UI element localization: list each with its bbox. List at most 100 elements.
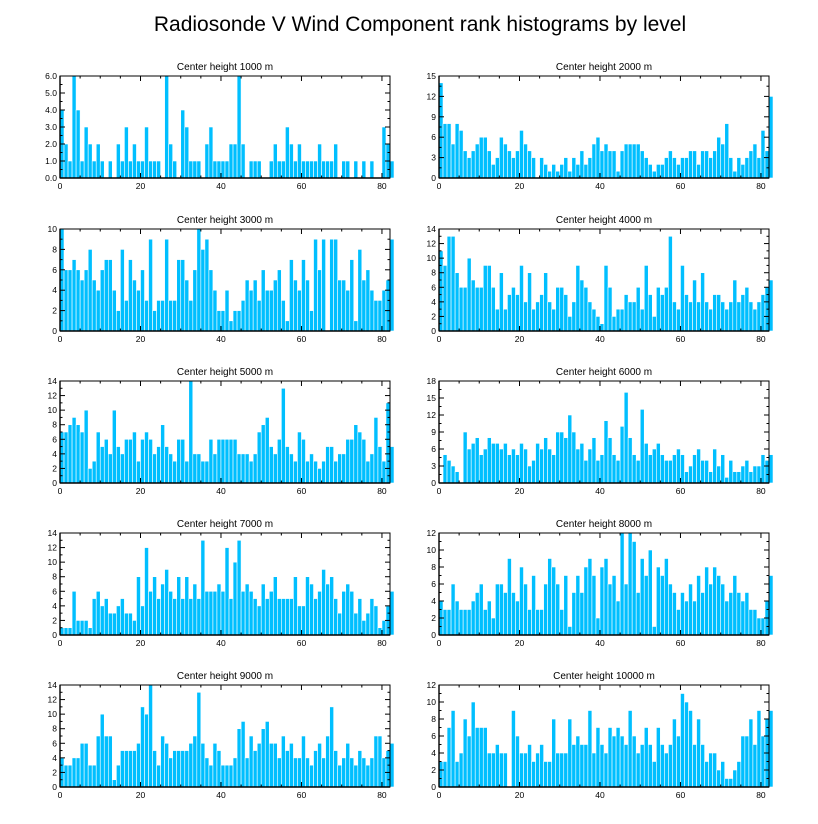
histogram-bar (611, 454, 617, 484)
histogram-bar (688, 465, 693, 484)
histogram-bar (708, 471, 713, 484)
y-tick-label: 6 (52, 738, 57, 748)
histogram-bar (99, 269, 105, 332)
histogram-bar (647, 454, 653, 484)
histogram-bar (728, 460, 734, 484)
histogram-bar (591, 752, 597, 788)
histogram-bar (668, 744, 673, 788)
histogram-bar (277, 269, 282, 332)
histogram-bar (664, 460, 669, 484)
x-tick-label: 80 (377, 790, 387, 800)
histogram-bar (168, 590, 173, 636)
histogram-bar (232, 310, 238, 332)
histogram-bar (736, 592, 742, 636)
histogram-bar (458, 286, 464, 332)
histogram-bar (184, 576, 190, 636)
histogram-bar (607, 150, 613, 179)
histogram-bar (567, 170, 573, 179)
histogram-bar (329, 576, 334, 636)
histogram-bar (724, 308, 730, 332)
histogram-bar (293, 279, 298, 332)
y-tick-label: 1.0 (45, 156, 57, 166)
histogram-bar (204, 590, 210, 636)
histogram-bar (712, 294, 717, 332)
y-tick-label: 14 (427, 224, 437, 234)
histogram-bar (696, 575, 701, 636)
histogram-bar (611, 316, 617, 332)
y-tick-label: 8 (52, 572, 57, 582)
histogram-bar (768, 96, 774, 179)
histogram-bar (103, 438, 109, 484)
histogram-bar (285, 750, 290, 788)
histogram-bar (369, 757, 375, 788)
histogram-bar (341, 757, 347, 788)
histogram-bar (692, 279, 697, 332)
y-tick-label: 14 (48, 528, 58, 538)
histogram-bar (281, 387, 286, 484)
histogram-bar (688, 301, 693, 332)
histogram-bar (268, 289, 274, 332)
histogram-bar (599, 566, 605, 636)
histogram-bar (603, 752, 609, 788)
histogram-bar (571, 744, 577, 788)
histogram-bar (160, 300, 165, 332)
histogram-bar (696, 448, 701, 484)
histogram-bar (313, 750, 318, 788)
histogram-bar (599, 323, 605, 332)
x-tick-label: 60 (297, 181, 307, 191)
histogram-bar (607, 583, 613, 636)
histogram-bar (240, 721, 246, 788)
histogram-bar (264, 289, 270, 332)
histogram-bar (301, 438, 306, 484)
histogram-bar (293, 160, 298, 179)
histogram-bar (708, 308, 713, 332)
histogram-bar (140, 438, 145, 484)
panel-title: Center height 2000 m (556, 62, 652, 73)
histogram-bar (132, 431, 137, 484)
histogram-bar (519, 130, 524, 179)
histogram-bar (543, 437, 548, 484)
y-tick-label: 4 (431, 596, 436, 606)
y-tick-label: 10 (48, 224, 58, 234)
histogram-bar (91, 279, 97, 332)
histogram-bar (160, 735, 165, 788)
histogram-bar (676, 609, 681, 636)
histogram-bar (458, 609, 464, 636)
x-tick-label: 80 (377, 638, 387, 648)
histogram-bar (555, 583, 561, 636)
histogram-bar (268, 590, 274, 636)
panel-title: Center height 7000 m (177, 519, 273, 530)
histogram-bar (639, 308, 645, 332)
histogram-bar (639, 150, 645, 179)
histogram-bar (704, 301, 709, 332)
histogram-bar (603, 143, 609, 179)
y-tick-label: 0 (431, 173, 436, 183)
y-tick-label: 12 (427, 680, 437, 690)
histogram-bar (515, 600, 520, 636)
histogram-bar (260, 728, 266, 788)
y-tick-label: 9 (431, 112, 436, 122)
histogram-bar (75, 620, 81, 636)
histogram-bar (531, 308, 536, 332)
histogram-bar (116, 764, 121, 788)
histogram-bar (495, 744, 500, 788)
histogram-bar (466, 157, 472, 179)
histogram-bar (486, 150, 492, 179)
histogram-bar (220, 590, 226, 636)
histogram-panel-3: Center height 3000 m 0 20 40 60 80 0 2 4 6 8 10 (48, 215, 395, 344)
histogram-bar (724, 123, 730, 179)
histogram-bar (752, 308, 758, 332)
x-tick-label: 0 (58, 486, 63, 496)
histogram-bar (495, 443, 500, 484)
histogram-bar (297, 431, 302, 484)
y-tick-label: 6 (431, 579, 436, 589)
histogram-bar (611, 735, 617, 788)
histogram-bar (277, 160, 282, 179)
histogram-bar (700, 150, 705, 179)
histogram-bar (277, 757, 282, 788)
histogram-bar (196, 228, 202, 332)
y-tick-label: 6 (52, 586, 57, 596)
histogram-bar (531, 575, 536, 636)
histogram-bar (321, 569, 326, 636)
histogram-bar (208, 269, 214, 332)
